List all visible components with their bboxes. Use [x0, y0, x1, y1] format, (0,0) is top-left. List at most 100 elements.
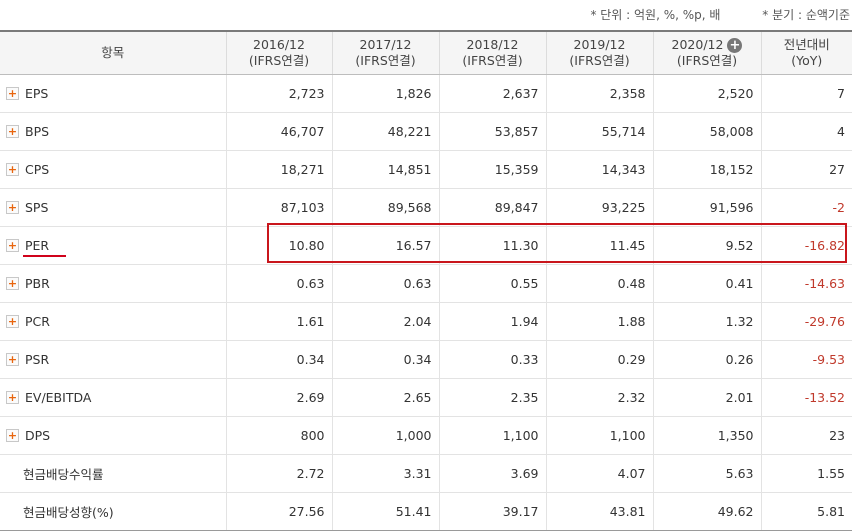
value-cell: 2.35	[438, 378, 546, 417]
row-label-cell: + EPS	[0, 74, 226, 113]
value-cell: 16.57	[331, 226, 439, 265]
header-period-2020: 2020/12 + (IFRS연결)	[652, 30, 761, 75]
value-cell: 15,359	[438, 150, 546, 189]
table-row: + EV/EBITDA 2.69 2.65 2.35 2.32 2.01 -13.52	[0, 378, 852, 417]
table-row: + SPS 87,103 89,568 89,847 93,225 91,596 -2	[0, 188, 852, 227]
value-cell: 2.04	[331, 302, 439, 341]
row-label: EV/EBITDA	[25, 390, 92, 405]
header-item: 항목	[0, 30, 226, 75]
value-cell: 2,358	[545, 74, 653, 113]
value-cell: 0.48	[545, 264, 653, 303]
value-cell: 39.17	[438, 492, 546, 531]
value-cell: 2.69	[225, 378, 332, 417]
yoy-cell: 1.55	[760, 454, 852, 493]
per-underline	[23, 255, 66, 257]
expand-row-icon[interactable]: +	[6, 277, 19, 290]
row-label: PCR	[25, 314, 50, 329]
value-cell: 0.34	[331, 340, 439, 379]
yoy-cell: 4	[760, 112, 852, 151]
row-label-cell: + SPS	[0, 188, 226, 227]
row-label-cell: + DPS	[0, 416, 226, 455]
yoy-cell: -29.76	[760, 302, 852, 341]
table-row: + PER 10.80 16.57 11.30 11.45 9.52 -16.82	[0, 226, 852, 265]
value-cell: 48,221	[331, 112, 439, 151]
row-label: PBR	[25, 276, 50, 291]
table-row: + DPS 800 1,000 1,100 1,100 1,350 23	[0, 416, 852, 455]
expand-row-icon[interactable]: +	[6, 125, 19, 138]
expand-row-icon[interactable]: +	[6, 201, 19, 214]
header-period-2019: 2019/12 (IFRS연결)	[545, 30, 653, 75]
value-cell: 14,343	[545, 150, 653, 189]
value-cell: 89,568	[331, 188, 439, 227]
yoy-cell: -14.63	[760, 264, 852, 303]
row-label: 현금배당수익률	[23, 467, 104, 482]
table-row: + BPS 46,707 48,221 53,857 55,714 58,008 4	[0, 112, 852, 151]
value-cell: 1,350	[652, 416, 761, 455]
row-label-cell: + PCR	[0, 302, 226, 341]
table-row: + PCR 1.61 2.04 1.94 1.88 1.32 -29.76	[0, 302, 852, 341]
value-cell: 4.07	[545, 454, 653, 493]
value-cell: 11.45	[545, 226, 653, 265]
expand-columns-icon[interactable]: +	[727, 38, 743, 53]
value-cell: 91,596	[652, 188, 761, 227]
value-cell: 46,707	[225, 112, 332, 151]
yoy-cell: 7	[760, 74, 852, 113]
value-cell: 2.65	[331, 378, 439, 417]
value-cell: 1,100	[545, 416, 653, 455]
value-cell: 11.30	[438, 226, 546, 265]
expand-row-icon[interactable]: +	[6, 239, 19, 252]
table-row: 현금배당수익률 2.72 3.31 3.69 4.07 5.63 1.55	[0, 454, 852, 493]
yoy-cell: 23	[760, 416, 852, 455]
expand-row-icon[interactable]: +	[6, 163, 19, 176]
row-label: DPS	[25, 428, 51, 443]
value-cell: 27.56	[225, 492, 332, 531]
value-cell: 3.31	[331, 454, 439, 493]
row-label-cell: + EV/EBITDA	[0, 378, 226, 417]
table-row: + CPS 18,271 14,851 15,359 14,343 18,152 27	[0, 150, 852, 189]
row-label: SPS	[25, 200, 49, 215]
expand-row-icon[interactable]: +	[6, 315, 19, 328]
header-period-2018: 2018/12 (IFRS연결)	[438, 30, 546, 75]
value-cell: 1.88	[545, 302, 653, 341]
value-cell: 0.33	[438, 340, 546, 379]
value-cell: 14,851	[331, 150, 439, 189]
value-cell: 18,271	[225, 150, 332, 189]
value-cell: 43.81	[545, 492, 653, 531]
yoy-cell: 5.81	[760, 492, 852, 531]
expand-row-icon[interactable]: +	[6, 391, 19, 404]
value-cell: 0.63	[331, 264, 439, 303]
expand-row-icon[interactable]: +	[6, 87, 19, 100]
row-label-cell: + PSR	[0, 340, 226, 379]
value-cell: 1.61	[225, 302, 332, 341]
value-cell: 1,100	[438, 416, 546, 455]
value-cell: 2.32	[545, 378, 653, 417]
value-cell: 5.63	[652, 454, 761, 493]
row-label: 현금배당성향(%)	[23, 505, 114, 520]
value-cell: 1,000	[331, 416, 439, 455]
value-cell: 51.41	[331, 492, 439, 531]
expand-row-icon[interactable]: +	[6, 429, 19, 442]
value-cell: 3.69	[438, 454, 546, 493]
row-label: PSR	[25, 352, 50, 367]
value-cell: 55,714	[545, 112, 653, 151]
row-label: BPS	[25, 124, 50, 139]
expand-row-icon[interactable]: +	[6, 353, 19, 366]
value-cell: 9.52	[652, 226, 761, 265]
row-label-cell: + BPS	[0, 112, 226, 151]
yoy-cell: -9.53	[760, 340, 852, 379]
value-cell: 0.63	[225, 264, 332, 303]
value-cell: 0.41	[652, 264, 761, 303]
row-label: PER	[25, 238, 50, 253]
header-yoy: 전년대비 (YoY)	[760, 30, 852, 75]
value-cell: 1.32	[652, 302, 761, 341]
row-label-cell: 현금배당성향(%)	[0, 492, 226, 531]
row-label: CPS	[25, 162, 50, 177]
value-cell: 93,225	[545, 188, 653, 227]
table-row: + EPS 2,723 1,826 2,637 2,358 2,520 7	[0, 74, 852, 113]
table-header-row: 항목 2016/12 (IFRS연결) 2017/12 (IFRS연결) 2018/…	[0, 30, 852, 75]
table-row: + PSR 0.34 0.34 0.33 0.29 0.26 -9.53	[0, 340, 852, 379]
value-cell: 0.55	[438, 264, 546, 303]
value-cell: 87,103	[225, 188, 332, 227]
value-cell: 0.26	[652, 340, 761, 379]
unit-note: * 단위 : 억원, %, %p, 배	[590, 8, 721, 22]
